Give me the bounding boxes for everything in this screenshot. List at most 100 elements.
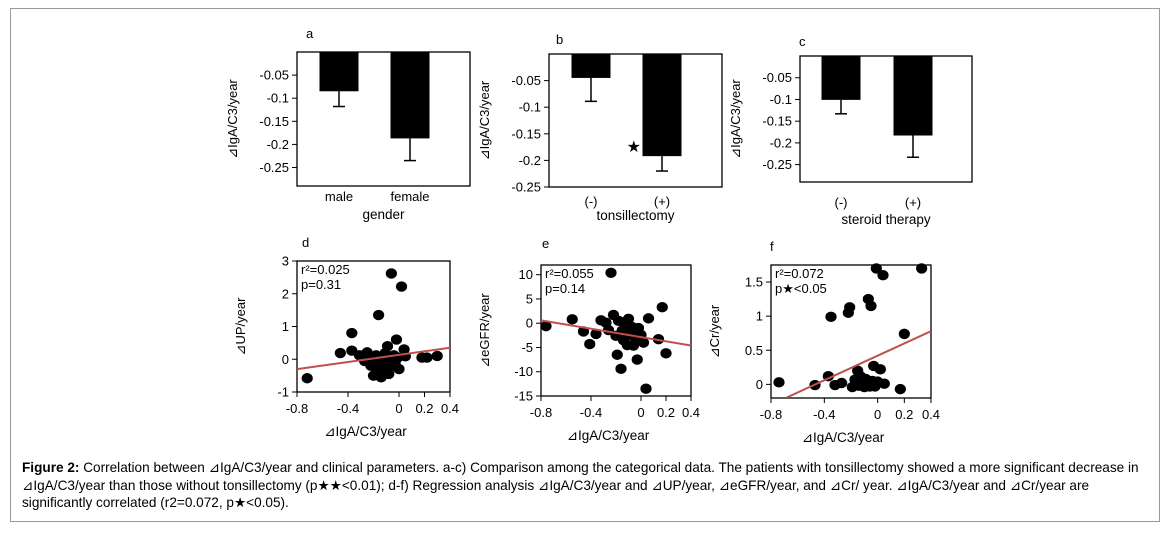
figure-frame	[10, 8, 1160, 522]
bar-c	[893, 56, 933, 136]
x-tick-label-e: 0	[637, 405, 644, 420]
bar-c	[821, 56, 861, 100]
category-label-a: male	[325, 189, 353, 204]
bar-a	[390, 52, 430, 139]
scatter-point-e	[540, 320, 552, 332]
scatter-point-f	[825, 311, 837, 323]
x-axis-label-a: gender	[362, 207, 405, 222]
y-tick-label-f: 1.5	[745, 275, 763, 290]
bar-a	[319, 52, 359, 92]
scatter-point-f	[894, 383, 906, 395]
scatter-point-f	[844, 302, 856, 313]
figure-caption: Figure 2: Correlation between ⊿IgA/C3/ye…	[22, 459, 1150, 512]
scatter-point-e	[590, 328, 602, 340]
y-tick-label-f: 0.5	[745, 343, 763, 358]
scatter-point-d	[431, 350, 443, 362]
scatter-point-f	[877, 270, 889, 281]
scatter-point-d	[346, 327, 358, 339]
scatter-point-d	[421, 352, 433, 363]
y-tick-label-b: -0.05	[511, 73, 541, 88]
scatter-point-e	[605, 267, 617, 278]
scatter-point-f	[916, 263, 928, 274]
y-tick-label-c: -0.25	[762, 157, 792, 172]
y-tick-label-d: -1	[277, 385, 289, 400]
category-label-a: female	[390, 189, 429, 204]
regression-line-f	[785, 330, 931, 398]
y-tick-label-e: -10	[514, 364, 533, 379]
bar-b	[642, 54, 682, 157]
scatter-point-d	[383, 368, 395, 380]
scatter-point-f	[773, 377, 785, 388]
y-tick-label-a: -0.2	[267, 137, 289, 152]
x-tick-label-e: 0.4	[682, 405, 700, 420]
category-label-c: (+)	[905, 195, 921, 210]
scatter-point-d	[393, 363, 405, 375]
x-tick-label-d: 0.4	[441, 401, 459, 416]
x-tick-label-e: -0.4	[580, 405, 602, 420]
p-value-label-e: p=0.14	[545, 281, 585, 296]
scatter-point-d	[334, 347, 346, 359]
scatter-point-e	[615, 363, 627, 375]
y-tick-label-e: -15	[514, 389, 533, 404]
x-tick-label-e: 0.2	[657, 405, 675, 420]
significance-annotation-b: ★★	[627, 139, 656, 156]
scatter-point-e	[631, 354, 643, 365]
x-axis-label-e: ⊿IgA/C3/year	[567, 428, 650, 443]
scatter-point-e	[656, 302, 668, 313]
x-tick-label-f: -0.8	[760, 407, 782, 422]
y-tick-label-b: -0.15	[511, 126, 541, 141]
y-tick-label-d: 3	[282, 254, 289, 269]
scatter-point-e	[642, 313, 655, 324]
p-value-label-d: p=0.31	[301, 277, 341, 292]
x-tick-label-f: 0.4	[922, 407, 940, 422]
panel-letter-c: c	[799, 34, 806, 49]
caption-text: Correlation between ⊿IgA/C3/year and cli…	[22, 460, 1139, 510]
panel-letter-e: e	[542, 236, 549, 251]
y-tick-label-f: 1	[756, 309, 763, 324]
y-tick-label-c: -0.05	[762, 70, 792, 85]
plot-frame-e	[540, 264, 692, 397]
x-tick-label-d: -0.8	[286, 401, 308, 416]
scatter-point-f	[865, 300, 877, 312]
panel-letter-f: f	[770, 239, 774, 254]
regression-line-d	[297, 346, 450, 371]
y-tick-label-b: -0.25	[511, 180, 541, 195]
y-tick-label-b: -0.1	[519, 100, 541, 115]
x-tick-label-d: -0.4	[337, 401, 359, 416]
scatter-point-e	[640, 383, 652, 394]
x-axis-label-c: steroid therapy	[841, 212, 931, 227]
y-axis-label-f: ⊿Cr/year	[707, 304, 722, 358]
scatter-point-d	[385, 268, 397, 279]
x-tick-label-d: 0	[395, 401, 402, 416]
regression-line-e	[541, 319, 691, 347]
y-tick-label-d: 2	[282, 286, 289, 301]
plot-frame-c	[799, 55, 973, 183]
scatter-point-f	[870, 263, 882, 274]
y-tick-label-a: -0.25	[259, 160, 289, 175]
y-axis-label-d: ⊿UP/year	[233, 297, 248, 356]
y-axis-label-e: ⊿eGFR/year	[477, 293, 492, 368]
scatter-point-f	[898, 328, 910, 340]
scatter-point-d	[373, 309, 385, 321]
y-tick-label-e: 5	[526, 291, 533, 306]
bar-b	[571, 54, 611, 78]
y-axis-label-a: ⊿IgA/C3/year	[225, 79, 240, 159]
y-tick-label-e: 10	[519, 267, 533, 282]
scatter-point-f	[878, 378, 890, 389]
x-tick-label-f: 0.2	[895, 407, 913, 422]
scatter-point-e	[611, 349, 623, 360]
r-squared-label-e: r²=0.055	[545, 266, 594, 281]
y-axis-label-c: ⊿IgA/C3/year	[728, 79, 743, 159]
x-axis-label-d: ⊿IgA/C3/year	[324, 424, 407, 439]
y-tick-label-e: -5	[521, 340, 533, 355]
scatter-point-f	[836, 377, 848, 389]
y-tick-label-b: -0.2	[519, 153, 541, 168]
y-axis-label-b: ⊿IgA/C3/year	[477, 80, 492, 160]
plot-frame-b	[548, 53, 723, 188]
x-axis-label-f: ⊿IgA/C3/year	[802, 430, 885, 445]
category-label-c: (-)	[835, 195, 848, 210]
panel-letter-d: d	[302, 235, 309, 250]
panel-letter-b: b	[556, 32, 563, 47]
scatter-point-e	[637, 337, 650, 348]
